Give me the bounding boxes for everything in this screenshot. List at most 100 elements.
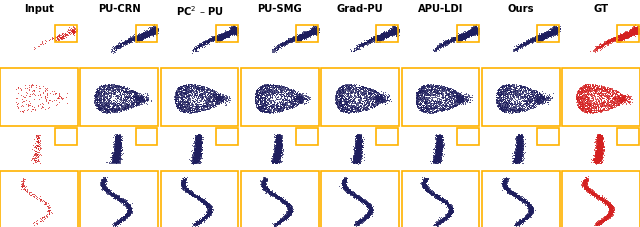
Point bbox=[619, 95, 629, 99]
Point bbox=[197, 218, 207, 222]
Point bbox=[504, 104, 514, 107]
Point bbox=[272, 159, 282, 163]
Point bbox=[232, 27, 242, 31]
Point bbox=[607, 89, 617, 92]
Point bbox=[308, 32, 318, 36]
Point bbox=[192, 143, 202, 146]
Point bbox=[342, 87, 353, 91]
Point bbox=[259, 182, 269, 186]
Point bbox=[200, 49, 211, 52]
Point bbox=[195, 199, 205, 203]
Point bbox=[442, 145, 452, 149]
Point bbox=[339, 182, 349, 185]
Point bbox=[102, 89, 113, 92]
Point bbox=[606, 210, 616, 213]
Point bbox=[443, 144, 453, 148]
Point bbox=[113, 144, 124, 148]
Point bbox=[111, 90, 121, 94]
Point bbox=[298, 33, 308, 37]
Point bbox=[263, 93, 273, 97]
Point bbox=[355, 140, 365, 144]
Point bbox=[432, 159, 442, 163]
Point bbox=[210, 97, 220, 101]
Point bbox=[575, 93, 586, 96]
Point bbox=[440, 143, 451, 147]
Point bbox=[596, 139, 606, 143]
Point bbox=[289, 40, 299, 44]
Point bbox=[605, 153, 615, 156]
Point bbox=[351, 158, 361, 162]
Point bbox=[115, 148, 125, 152]
Point bbox=[150, 31, 160, 35]
Point bbox=[442, 160, 452, 163]
Point bbox=[361, 146, 371, 149]
Point bbox=[417, 87, 427, 90]
Point bbox=[190, 153, 200, 157]
Point bbox=[364, 207, 374, 211]
Point bbox=[614, 35, 624, 39]
Point bbox=[632, 29, 640, 33]
Point bbox=[275, 198, 285, 201]
Point bbox=[189, 46, 199, 50]
Point bbox=[203, 142, 213, 146]
Point bbox=[150, 33, 161, 36]
Point bbox=[631, 29, 640, 32]
Point bbox=[436, 151, 447, 155]
Point bbox=[276, 137, 286, 141]
Point bbox=[598, 201, 608, 205]
Point bbox=[617, 96, 627, 100]
Point bbox=[111, 157, 122, 161]
Point bbox=[509, 154, 520, 157]
Point bbox=[517, 136, 527, 140]
Point bbox=[273, 146, 283, 150]
Point bbox=[229, 31, 239, 34]
Point bbox=[179, 179, 189, 182]
Point bbox=[102, 97, 113, 100]
Point bbox=[543, 35, 553, 38]
Point bbox=[216, 34, 226, 37]
Point bbox=[364, 138, 374, 142]
Point bbox=[434, 143, 444, 147]
Point bbox=[380, 35, 390, 39]
Point bbox=[600, 160, 611, 164]
Point bbox=[518, 99, 529, 102]
Point bbox=[513, 143, 523, 147]
Point bbox=[202, 140, 212, 143]
Point bbox=[143, 33, 154, 37]
Point bbox=[181, 110, 191, 114]
Point bbox=[524, 134, 534, 137]
Point bbox=[42, 141, 52, 144]
Point bbox=[444, 158, 454, 161]
Point bbox=[286, 92, 296, 95]
Point bbox=[603, 98, 613, 101]
Point bbox=[627, 32, 637, 35]
Point bbox=[191, 196, 202, 200]
Point bbox=[143, 26, 154, 30]
Point bbox=[216, 34, 227, 37]
Point bbox=[129, 91, 140, 95]
Point bbox=[603, 159, 613, 163]
Point bbox=[115, 136, 125, 140]
Point bbox=[312, 33, 323, 37]
Point bbox=[42, 142, 52, 145]
Point bbox=[442, 137, 452, 141]
Point bbox=[202, 156, 212, 160]
Point bbox=[259, 183, 269, 186]
Point bbox=[614, 37, 625, 41]
Point bbox=[118, 94, 129, 97]
Point bbox=[360, 41, 371, 44]
Point bbox=[593, 152, 604, 156]
Point bbox=[364, 140, 374, 143]
Point bbox=[458, 32, 468, 36]
Point bbox=[422, 186, 432, 190]
Point bbox=[214, 98, 225, 102]
Point bbox=[275, 144, 285, 148]
Point bbox=[232, 34, 242, 37]
Point bbox=[206, 210, 216, 214]
Point bbox=[124, 156, 134, 159]
Point bbox=[552, 27, 562, 30]
Point bbox=[492, 101, 502, 104]
Point bbox=[593, 160, 603, 163]
Point bbox=[347, 192, 357, 195]
Point bbox=[524, 137, 534, 140]
